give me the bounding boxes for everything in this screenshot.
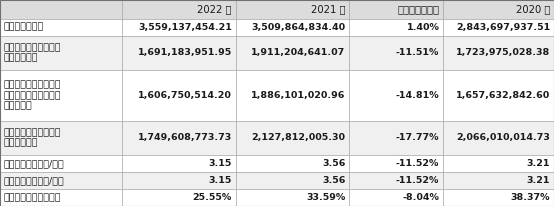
Text: 38.37%: 38.37%	[511, 193, 550, 202]
Bar	[122, 0, 236, 19]
Text: 3.56: 3.56	[322, 159, 346, 168]
Bar	[350, 0, 443, 19]
Bar	[0, 155, 122, 172]
Bar	[122, 155, 236, 172]
Text: 1,911,204,641.07: 1,911,204,641.07	[252, 48, 346, 57]
Text: 1,691,183,951.95: 1,691,183,951.95	[138, 48, 232, 57]
Bar	[443, 155, 554, 172]
Bar	[122, 70, 236, 121]
Bar	[0, 19, 122, 36]
Bar	[0, 121, 122, 155]
Text: 1,723,975,028.38: 1,723,975,028.38	[456, 48, 550, 57]
Text: 3,559,137,454.21: 3,559,137,454.21	[138, 23, 232, 32]
Bar	[236, 70, 350, 121]
Text: 1,606,750,514.20: 1,606,750,514.20	[138, 91, 232, 100]
Text: -11.52%: -11.52%	[396, 159, 439, 168]
Bar	[443, 36, 554, 70]
Bar	[236, 36, 350, 70]
Bar	[350, 155, 443, 172]
Text: -11.52%: -11.52%	[396, 176, 439, 185]
Bar	[122, 19, 236, 36]
Bar	[236, 155, 350, 172]
Bar	[350, 70, 443, 121]
Bar	[0, 189, 122, 206]
Bar	[236, 189, 350, 206]
Text: 3.15: 3.15	[208, 176, 232, 185]
Bar	[0, 70, 122, 121]
Text: 2020 年: 2020 年	[516, 4, 550, 14]
Bar	[443, 172, 554, 189]
Bar	[350, 19, 443, 36]
Bar	[350, 121, 443, 155]
Text: 1,886,101,020.96: 1,886,101,020.96	[251, 91, 346, 100]
Bar	[443, 189, 554, 206]
Bar	[122, 172, 236, 189]
Bar	[122, 121, 236, 155]
Text: 归属于上市公司股东的
净利润（元）: 归属于上市公司股东的 净利润（元）	[4, 43, 61, 63]
Bar	[0, 36, 122, 70]
Text: -14.81%: -14.81%	[396, 91, 439, 100]
Text: 3,509,864,834.40: 3,509,864,834.40	[252, 23, 346, 32]
Bar	[350, 189, 443, 206]
Text: 33.59%: 33.59%	[306, 193, 346, 202]
Text: -8.04%: -8.04%	[402, 193, 439, 202]
Bar	[443, 19, 554, 36]
Bar	[443, 70, 554, 121]
Text: 稀释每股收益（元/股）: 稀释每股收益（元/股）	[4, 176, 65, 185]
Text: 基本每股收益（元/股）: 基本每股收益（元/股）	[4, 159, 65, 168]
Text: 2022 年: 2022 年	[197, 4, 232, 14]
Bar	[0, 172, 122, 189]
Text: 3.15: 3.15	[208, 159, 232, 168]
Bar	[350, 36, 443, 70]
Text: 2,127,812,005.30: 2,127,812,005.30	[252, 133, 346, 142]
Text: 2021 年: 2021 年	[311, 4, 346, 14]
Text: -11.51%: -11.51%	[396, 48, 439, 57]
Text: 3.21: 3.21	[527, 176, 550, 185]
Text: 1.40%: 1.40%	[407, 23, 439, 32]
Text: 2,066,010,014.73: 2,066,010,014.73	[456, 133, 550, 142]
Text: 营业收入（元）: 营业收入（元）	[4, 23, 44, 32]
Bar	[236, 19, 350, 36]
Bar	[122, 189, 236, 206]
Bar	[236, 172, 350, 189]
Text: 本年比上年增减: 本年比上年增减	[397, 4, 439, 14]
Bar	[122, 36, 236, 70]
Bar	[236, 121, 350, 155]
Text: 1,749,608,773.73: 1,749,608,773.73	[138, 133, 232, 142]
Text: 1,657,632,842.60: 1,657,632,842.60	[456, 91, 550, 100]
Bar	[236, 0, 350, 19]
Text: 3.56: 3.56	[322, 176, 346, 185]
Text: 25.55%: 25.55%	[193, 193, 232, 202]
Text: 经营活动产生的现金流
量净额（元）: 经营活动产生的现金流 量净额（元）	[4, 128, 61, 148]
Text: 3.21: 3.21	[527, 159, 550, 168]
Bar	[443, 121, 554, 155]
Text: -17.77%: -17.77%	[396, 133, 439, 142]
Text: 加权平均净资产收益率: 加权平均净资产收益率	[4, 193, 61, 202]
Bar	[350, 172, 443, 189]
Bar	[0, 0, 122, 19]
Bar	[443, 0, 554, 19]
Text: 归属于上市公司股东的
扣除非经常性损益的净
利润（元）: 归属于上市公司股东的 扣除非经常性损益的净 利润（元）	[4, 80, 61, 111]
Text: 2,843,697,937.51: 2,843,697,937.51	[456, 23, 550, 32]
